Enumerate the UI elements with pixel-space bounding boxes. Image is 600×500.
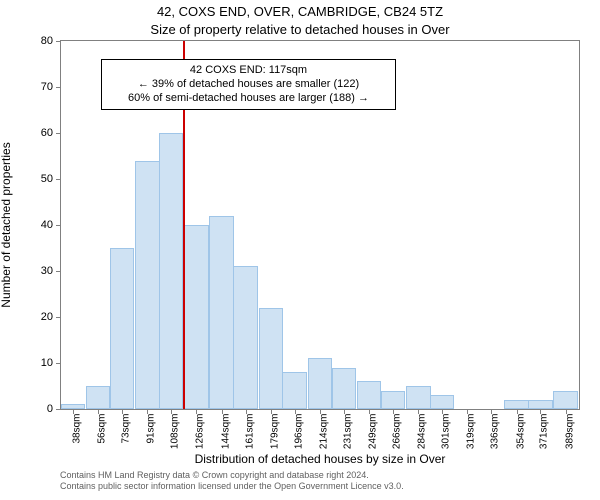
histogram-bar [406, 386, 431, 409]
ytick-mark [56, 87, 61, 88]
ytick-mark [56, 409, 61, 410]
xtick-label: 301sqm [441, 414, 452, 450]
annotation-line1: 42 COXS END: 117sqm [110, 64, 387, 78]
histogram-bar [504, 400, 529, 409]
histogram-bar [184, 225, 209, 409]
histogram-bar [381, 391, 406, 409]
histogram-chart: 42, COXS END, OVER, CAMBRIDGE, CB24 5TZ … [0, 0, 600, 500]
xtick-label: 354sqm [515, 414, 526, 450]
ytick-mark [56, 225, 61, 226]
annotation-box: 42 COXS END: 117sqm← 39% of detached hou… [101, 59, 396, 110]
ytick-mark [56, 133, 61, 134]
histogram-bar [135, 161, 160, 409]
xtick-label: 144sqm [220, 414, 231, 450]
histogram-bar [209, 216, 234, 409]
histogram-bar [282, 372, 307, 409]
ytick-label: 40 [23, 219, 53, 231]
xtick-label: 214sqm [319, 414, 330, 450]
credits-line1: Contains HM Land Registry data © Crown c… [60, 470, 580, 481]
ytick-mark [56, 179, 61, 180]
ytick-label: 50 [23, 173, 53, 185]
xtick-label: 196sqm [293, 414, 304, 450]
xtick-label: 249sqm [368, 414, 379, 450]
ytick-label: 30 [23, 265, 53, 277]
histogram-bar [430, 395, 455, 409]
ytick-label: 0 [23, 403, 53, 415]
ytick-label: 20 [23, 311, 53, 323]
histogram-bar [528, 400, 553, 409]
xtick-label: 108sqm [170, 414, 181, 450]
xtick-label: 336sqm [490, 414, 501, 450]
ytick-label: 10 [23, 357, 53, 369]
xtick-label: 38sqm [71, 414, 82, 444]
histogram-bar [86, 386, 111, 409]
xtick-label: 56sqm [97, 414, 108, 444]
annotation-line2: ← 39% of detached houses are smaller (12… [110, 78, 387, 92]
ytick-mark [56, 363, 61, 364]
xtick-label: 91sqm [146, 414, 157, 444]
chart-subtitle: Size of property relative to detached ho… [0, 22, 600, 37]
xtick-label: 126sqm [195, 414, 206, 450]
x-axis-label: Distribution of detached houses by size … [60, 452, 580, 466]
xtick-label: 266sqm [391, 414, 402, 450]
y-axis-label: Number of detached properties [0, 142, 13, 307]
xtick-label: 73sqm [121, 414, 132, 444]
ytick-label: 80 [23, 35, 53, 47]
xtick-label: 371sqm [539, 414, 550, 450]
ytick-mark [56, 41, 61, 42]
chart-title-address: 42, COXS END, OVER, CAMBRIDGE, CB24 5TZ [0, 4, 600, 19]
histogram-bar [259, 308, 284, 409]
xtick-label: 179sqm [269, 414, 280, 450]
xtick-label: 319sqm [466, 414, 477, 450]
annotation-line3: 60% of semi-detached houses are larger (… [110, 92, 387, 106]
credits-line2: Contains public sector information licen… [60, 481, 580, 492]
xtick-label: 284sqm [417, 414, 428, 450]
xtick-label: 231sqm [342, 414, 353, 450]
ytick-mark [56, 271, 61, 272]
histogram-bar [233, 266, 258, 409]
histogram-bar [357, 381, 382, 409]
xtick-label: 161sqm [244, 414, 255, 450]
credits: Contains HM Land Registry data © Crown c… [60, 470, 580, 493]
xtick-label: 389sqm [564, 414, 575, 450]
histogram-bar [308, 358, 333, 409]
histogram-bar [553, 391, 578, 409]
histogram-bar [332, 368, 357, 409]
ytick-label: 70 [23, 81, 53, 93]
plot-area: 0102030405060708038sqm56sqm73sqm91sqm108… [60, 40, 580, 410]
histogram-bar [110, 248, 135, 409]
ytick-label: 60 [23, 127, 53, 139]
ytick-mark [56, 317, 61, 318]
histogram-bar [159, 133, 184, 409]
